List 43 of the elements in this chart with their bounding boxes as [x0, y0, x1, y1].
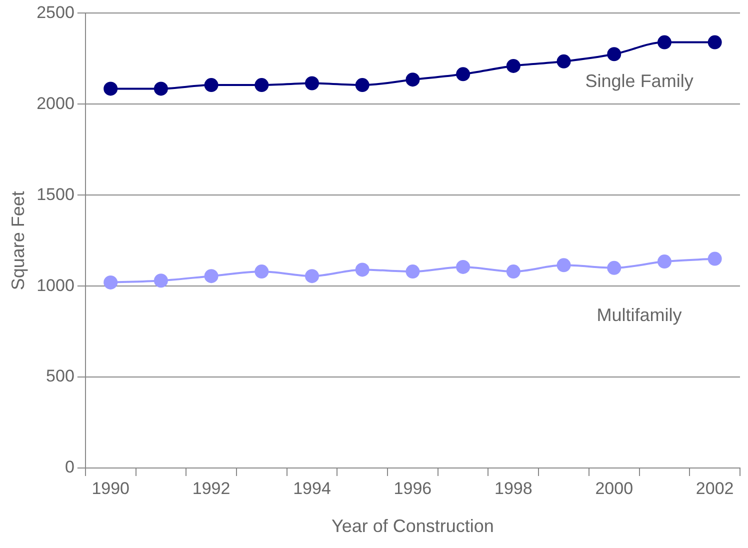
- series-label: Single Family: [585, 71, 694, 92]
- x-tick-label: 1992: [192, 478, 230, 498]
- point: [406, 264, 420, 279]
- y-tick-label: 1000: [36, 276, 74, 295]
- y-axis-title: Square Feet: [8, 191, 28, 290]
- x-axis-title: Year of Construction: [331, 516, 494, 536]
- point: [305, 269, 320, 284]
- point: [456, 67, 470, 82]
- point: [406, 72, 420, 87]
- y-tick-label: 500: [46, 366, 74, 386]
- point: [104, 275, 118, 290]
- point: [556, 54, 571, 68]
- point: [104, 82, 118, 96]
- point: [254, 78, 269, 92]
- series-label: Multifamily: [596, 304, 682, 325]
- point: [506, 264, 520, 279]
- x-tick-label: 2000: [595, 478, 634, 498]
- point: [607, 260, 622, 275]
- point: [254, 264, 269, 279]
- point: [657, 254, 672, 269]
- x-tick-label: 1994: [293, 478, 331, 498]
- point: [657, 35, 672, 50]
- point: [456, 260, 470, 274]
- point: [506, 58, 520, 73]
- point: [708, 35, 722, 50]
- point: [556, 258, 571, 272]
- x-tick-label: 1998: [494, 478, 532, 498]
- y-tick-label: 0: [64, 458, 74, 477]
- x-tick-label: 1990: [92, 478, 130, 498]
- point: [204, 78, 218, 92]
- y-tick-label: 2000: [36, 94, 74, 113]
- y-tick-label: 2500: [36, 2, 74, 22]
- point: [607, 47, 622, 62]
- point: [204, 269, 218, 284]
- x-tick-label: 1996: [394, 478, 432, 498]
- x-tick-label: 2002: [696, 478, 734, 498]
- point: [355, 262, 370, 277]
- point: [154, 274, 168, 288]
- point: [708, 252, 722, 266]
- point: [154, 82, 168, 96]
- point: [355, 78, 370, 92]
- y-tick-label: 1500: [36, 184, 74, 204]
- point: [305, 76, 320, 90]
